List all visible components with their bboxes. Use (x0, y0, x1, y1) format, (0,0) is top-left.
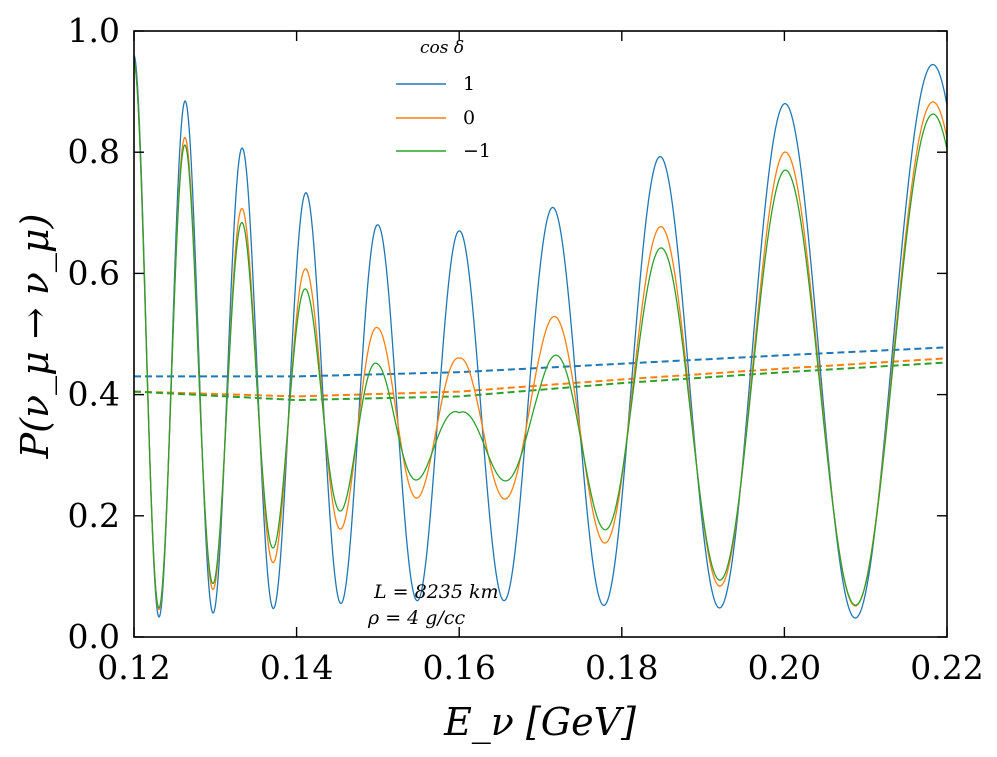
plot-frame (133, 30, 948, 638)
legend: cos δ 1 0 −1 (396, 38, 491, 162)
average-line-0 (134, 346, 947, 378)
y-tick-label: 0.8 (68, 132, 120, 171)
y-tick-label: 0.0 (68, 617, 120, 656)
legend-label-cos-0: 0 (463, 107, 475, 129)
series-layer (134, 54, 947, 619)
oscillation-line-0 (134, 54, 947, 619)
y-tick-label: 1.0 (68, 11, 120, 50)
x-tick-label: 0.18 (585, 648, 658, 687)
oscillation-line-2 (134, 60, 947, 609)
x-tick-label: 0.12 (97, 648, 170, 687)
ticks-layer: 0.12 0.14 0.16 0.18 0.20 0.22 0.0 0.2 0.4 0.6 0.8 1… (68, 11, 984, 687)
y-tick-label: 0.2 (68, 496, 120, 535)
legend-label-cos-1: 1 (463, 73, 475, 95)
oscillation-line-1 (134, 60, 947, 611)
x-tick-label: 0.22 (910, 648, 983, 687)
annotation-baseline: L = 8235 km (373, 581, 499, 603)
legend-title: cos δ (420, 38, 464, 58)
annotation-density: ρ = 4 g/cc (367, 607, 466, 629)
x-axis-title: E_ν [GeV] (443, 700, 636, 745)
x-tick-label: 0.20 (748, 648, 821, 687)
y-tick-label: 0.6 (68, 253, 120, 292)
y-tick-label: 0.4 (68, 375, 120, 414)
y-axis-title: P(ν_μ → ν_μ) (13, 214, 58, 460)
legend-label-cos-minus-1: −1 (463, 140, 491, 162)
average-line-1 (134, 357, 947, 398)
x-tick-label: 0.14 (260, 648, 333, 687)
x-tick-label: 0.16 (422, 648, 495, 687)
average-line-2 (134, 361, 947, 402)
